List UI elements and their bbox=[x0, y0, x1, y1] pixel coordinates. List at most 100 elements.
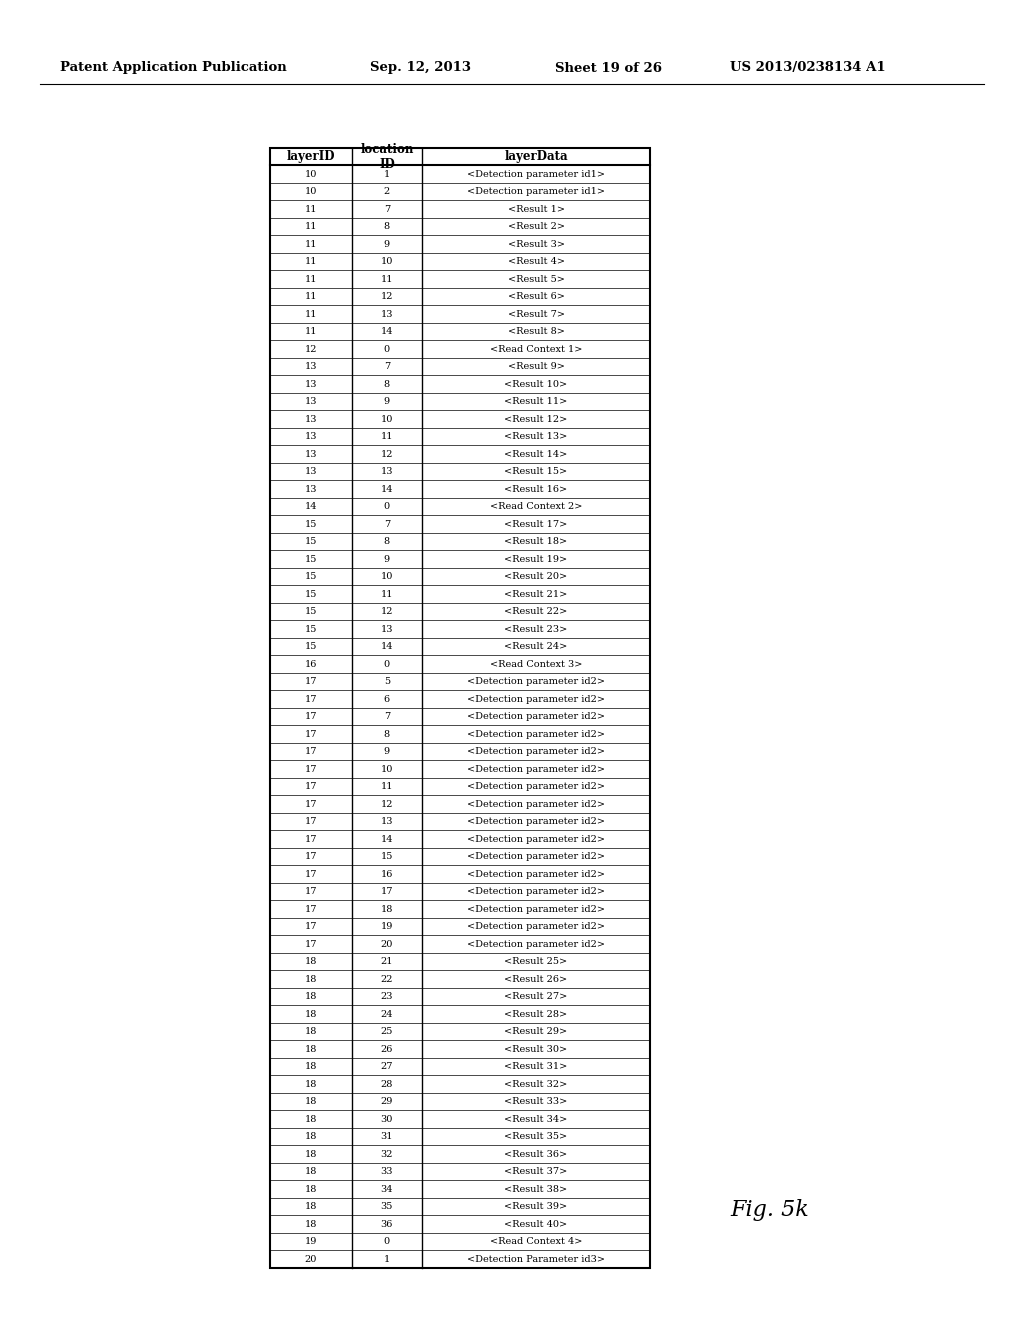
Text: 12: 12 bbox=[304, 345, 317, 354]
Text: 17: 17 bbox=[304, 730, 317, 739]
Text: <Result 34>: <Result 34> bbox=[505, 1114, 567, 1123]
Text: <Result 30>: <Result 30> bbox=[505, 1044, 567, 1053]
Text: 18: 18 bbox=[305, 974, 317, 983]
Text: 18: 18 bbox=[305, 1150, 317, 1159]
Text: <Detection parameter id2>: <Detection parameter id2> bbox=[467, 800, 605, 809]
Text: 21: 21 bbox=[381, 957, 393, 966]
Text: 11: 11 bbox=[304, 292, 317, 301]
Text: <Result 24>: <Result 24> bbox=[505, 642, 567, 651]
Text: 15: 15 bbox=[305, 624, 317, 634]
Text: 13: 13 bbox=[381, 624, 393, 634]
Text: <Detection parameter id2>: <Detection parameter id2> bbox=[467, 870, 605, 879]
Text: <Result 12>: <Result 12> bbox=[505, 414, 567, 424]
Text: <Detection parameter id2>: <Detection parameter id2> bbox=[467, 713, 605, 721]
Text: <Result 4>: <Result 4> bbox=[508, 257, 564, 267]
Text: location
ID: location ID bbox=[360, 143, 414, 170]
Text: 17: 17 bbox=[304, 764, 317, 774]
Text: 15: 15 bbox=[305, 554, 317, 564]
Text: <Result 16>: <Result 16> bbox=[505, 484, 567, 494]
Text: <Result 10>: <Result 10> bbox=[505, 380, 567, 388]
Text: 9: 9 bbox=[384, 747, 390, 756]
Text: <Result 8>: <Result 8> bbox=[508, 327, 564, 337]
Text: 17: 17 bbox=[304, 713, 317, 721]
Text: 10: 10 bbox=[305, 169, 317, 178]
Text: <Result 35>: <Result 35> bbox=[505, 1133, 567, 1142]
Text: 11: 11 bbox=[304, 222, 317, 231]
Text: 31: 31 bbox=[381, 1133, 393, 1142]
Text: <Detection parameter id2>: <Detection parameter id2> bbox=[467, 940, 605, 949]
Text: 5: 5 bbox=[384, 677, 390, 686]
Text: 22: 22 bbox=[381, 974, 393, 983]
Text: 18: 18 bbox=[305, 1114, 317, 1123]
Text: <Result 38>: <Result 38> bbox=[505, 1185, 567, 1193]
Text: 15: 15 bbox=[305, 642, 317, 651]
Text: 12: 12 bbox=[381, 800, 393, 809]
Text: <Result 25>: <Result 25> bbox=[505, 957, 567, 966]
Text: 18: 18 bbox=[305, 1097, 317, 1106]
Text: 18: 18 bbox=[305, 1220, 317, 1229]
Text: <Result 9>: <Result 9> bbox=[508, 362, 564, 371]
Text: 8: 8 bbox=[384, 537, 390, 546]
Text: 17: 17 bbox=[304, 817, 317, 826]
Text: 16: 16 bbox=[381, 870, 393, 879]
Text: 15: 15 bbox=[305, 520, 317, 528]
Text: <Result 15>: <Result 15> bbox=[505, 467, 567, 477]
Text: 13: 13 bbox=[304, 467, 317, 477]
Text: <Result 31>: <Result 31> bbox=[505, 1063, 567, 1072]
Text: <Detection parameter id2>: <Detection parameter id2> bbox=[467, 887, 605, 896]
Text: 7: 7 bbox=[384, 713, 390, 721]
Text: <Detection parameter id2>: <Detection parameter id2> bbox=[467, 747, 605, 756]
Text: 19: 19 bbox=[381, 923, 393, 931]
Text: 30: 30 bbox=[381, 1114, 393, 1123]
Text: US 2013/0238134 A1: US 2013/0238134 A1 bbox=[730, 62, 886, 74]
Text: 18: 18 bbox=[305, 1010, 317, 1019]
Text: <Result 7>: <Result 7> bbox=[508, 310, 564, 318]
Text: 16: 16 bbox=[305, 660, 317, 669]
Text: 15: 15 bbox=[305, 607, 317, 616]
Text: 32: 32 bbox=[381, 1150, 393, 1159]
Text: <Result 28>: <Result 28> bbox=[505, 1010, 567, 1019]
Text: <Read Context 2>: <Read Context 2> bbox=[489, 502, 583, 511]
Text: 13: 13 bbox=[381, 467, 393, 477]
Text: 14: 14 bbox=[381, 834, 393, 843]
Text: 18: 18 bbox=[305, 993, 317, 1001]
Text: 26: 26 bbox=[381, 1044, 393, 1053]
Text: 13: 13 bbox=[381, 817, 393, 826]
Text: 14: 14 bbox=[381, 484, 393, 494]
Text: <Detection parameter id2>: <Detection parameter id2> bbox=[467, 817, 605, 826]
Text: 18: 18 bbox=[381, 904, 393, 913]
Text: <Result 1>: <Result 1> bbox=[508, 205, 564, 214]
Text: 20: 20 bbox=[305, 1255, 317, 1263]
Text: <Detection parameter id2>: <Detection parameter id2> bbox=[467, 764, 605, 774]
Text: 17: 17 bbox=[304, 694, 317, 704]
Text: 18: 18 bbox=[305, 957, 317, 966]
Text: <Result 33>: <Result 33> bbox=[505, 1097, 567, 1106]
Text: 14: 14 bbox=[381, 642, 393, 651]
Text: <Result 2>: <Result 2> bbox=[508, 222, 564, 231]
Text: <Result 39>: <Result 39> bbox=[505, 1203, 567, 1212]
Text: <Result 40>: <Result 40> bbox=[505, 1220, 567, 1229]
Text: layerData: layerData bbox=[504, 150, 568, 164]
Text: 15: 15 bbox=[381, 853, 393, 861]
Text: 0: 0 bbox=[384, 345, 390, 354]
Text: 13: 13 bbox=[304, 397, 317, 407]
Bar bbox=[270, 148, 650, 1269]
Text: <Detection parameter id1>: <Detection parameter id1> bbox=[467, 187, 605, 197]
Text: <Result 5>: <Result 5> bbox=[508, 275, 564, 284]
Text: <Result 27>: <Result 27> bbox=[505, 993, 567, 1001]
Text: 36: 36 bbox=[381, 1220, 393, 1229]
Text: <Result 11>: <Result 11> bbox=[505, 397, 567, 407]
Text: <Detection parameter id2>: <Detection parameter id2> bbox=[467, 730, 605, 739]
Text: <Detection parameter id2>: <Detection parameter id2> bbox=[467, 694, 605, 704]
Text: 18: 18 bbox=[305, 1203, 317, 1212]
Text: 17: 17 bbox=[304, 677, 317, 686]
Text: 8: 8 bbox=[384, 380, 390, 388]
Text: 23: 23 bbox=[381, 993, 393, 1001]
Text: 28: 28 bbox=[381, 1080, 393, 1089]
Text: 19: 19 bbox=[305, 1237, 317, 1246]
Text: <Detection parameter id2>: <Detection parameter id2> bbox=[467, 783, 605, 791]
Text: <Detection parameter id2>: <Detection parameter id2> bbox=[467, 834, 605, 843]
Text: 18: 18 bbox=[305, 1044, 317, 1053]
Text: 18: 18 bbox=[305, 1185, 317, 1193]
Text: <Detection parameter id2>: <Detection parameter id2> bbox=[467, 853, 605, 861]
